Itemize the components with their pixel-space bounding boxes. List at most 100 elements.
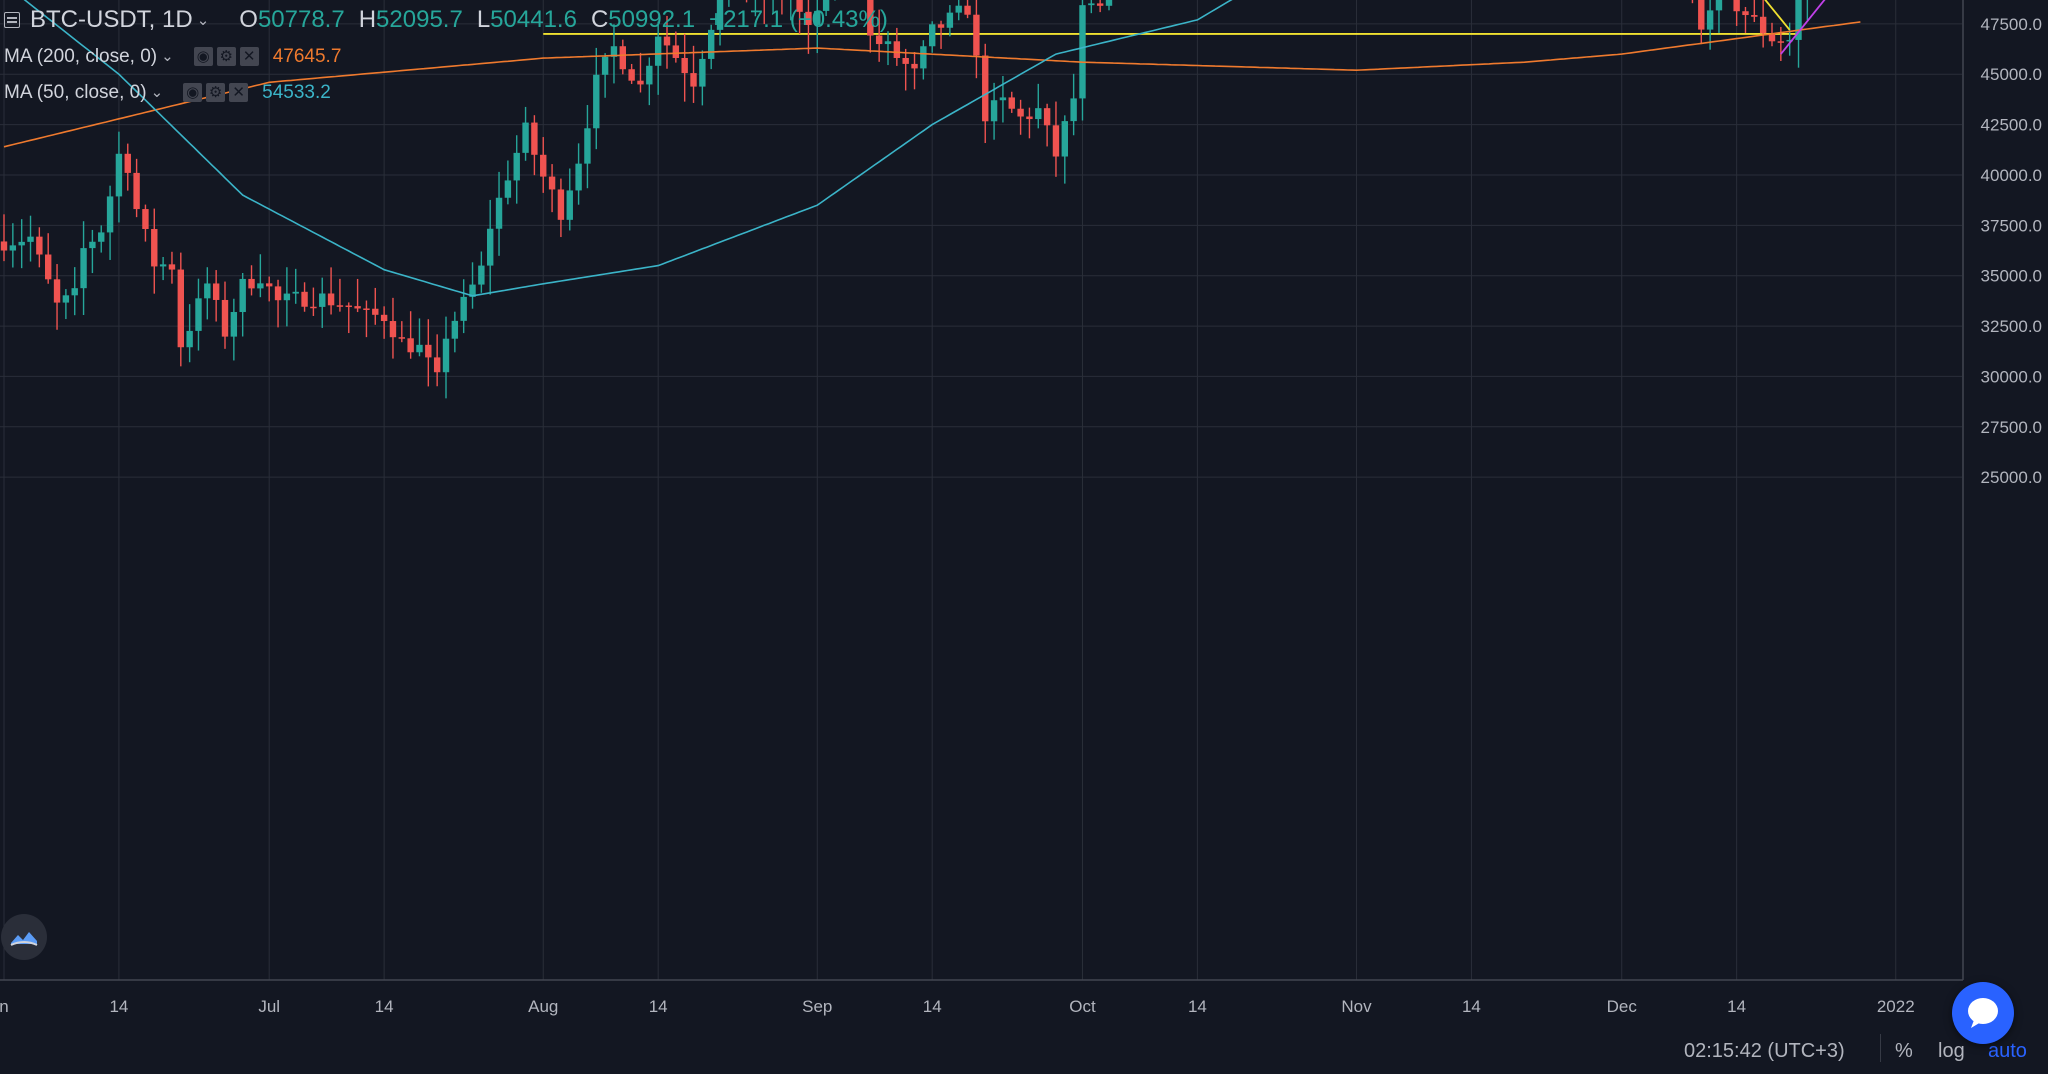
candle-body xyxy=(0,241,8,251)
chevron-down-icon[interactable]: ⌄ xyxy=(196,11,210,29)
time-tick-label: Dec xyxy=(1607,997,1638,1016)
candle-body xyxy=(310,306,317,309)
close-icon[interactable]: ✕ xyxy=(229,83,249,102)
candle-body xyxy=(1035,108,1042,120)
eye-icon[interactable]: ◉ xyxy=(193,47,213,66)
candle-body xyxy=(98,232,105,242)
price-tick-label: 30000.0 xyxy=(1981,367,2042,386)
candle-body xyxy=(380,314,388,322)
candle-body xyxy=(796,0,803,12)
time-tick-label: Oct xyxy=(1069,997,1096,1016)
candle-body xyxy=(195,298,202,331)
price-tick-label: 45000.0 xyxy=(1981,65,2042,84)
time-tick-label: 14 xyxy=(649,997,668,1016)
candle-body xyxy=(716,0,724,30)
candle-body xyxy=(654,36,662,66)
candle-body xyxy=(336,305,344,307)
ma200-label[interactable]: MA (200, close, 0) xyxy=(4,46,158,67)
chevron-down-icon[interactable]: ⌄ xyxy=(161,48,174,65)
candle-body xyxy=(478,265,485,285)
price-tick-label: 40000.0 xyxy=(1981,166,2042,185)
candle-body xyxy=(1698,0,1705,30)
symbol-row: BTC-USDT, 1D ⌄ O 50778.7 H 52095.7 L 504… xyxy=(4,8,888,32)
candle-body xyxy=(442,338,450,373)
gear-icon[interactable]: ⚙ xyxy=(206,83,226,102)
candle-body xyxy=(416,344,423,353)
low-value: 50441.6 xyxy=(490,6,577,33)
auto-scale-button[interactable]: auto xyxy=(1988,1040,2027,1062)
candle-body xyxy=(575,163,582,191)
candle-body xyxy=(124,153,131,173)
candle-body xyxy=(1777,41,1785,43)
candle-body xyxy=(115,153,123,197)
time-tick-label: 14 xyxy=(1188,997,1207,1016)
candle-body xyxy=(955,5,962,13)
candle-body xyxy=(593,74,600,129)
candles-layer xyxy=(0,0,1809,399)
candle-body xyxy=(45,254,52,280)
candle-body xyxy=(531,122,538,155)
tradingview-cloud-icon[interactable] xyxy=(1,914,47,960)
candle-body xyxy=(1070,98,1077,122)
candle-body xyxy=(1052,125,1060,157)
candle-body xyxy=(875,35,883,45)
ma50-value: 54533.2 xyxy=(262,82,331,103)
time-tick-label: 14 xyxy=(1727,997,1746,1016)
price-tick-label: 35000.0 xyxy=(1981,267,2042,286)
candle-body xyxy=(637,80,644,85)
candle-body xyxy=(248,278,255,289)
collapse-legend-icon[interactable] xyxy=(4,12,20,28)
candle-body xyxy=(628,69,635,81)
time-tick-label: 14 xyxy=(1462,997,1481,1016)
toolbar-divider xyxy=(1880,1034,1881,1062)
ma50-label[interactable]: MA (50, close, 0) xyxy=(4,82,147,103)
candle-body xyxy=(433,357,441,373)
percent-scale-button[interactable]: % xyxy=(1895,1040,1913,1062)
candle-body xyxy=(929,24,936,47)
candle-body xyxy=(204,283,211,299)
candle-body xyxy=(540,154,547,177)
candle-body xyxy=(911,63,918,69)
clock-readout[interactable]: 02:15:42 (UTC+3) xyxy=(1684,1040,1845,1062)
chat-bubble-icon[interactable] xyxy=(1952,982,2014,1044)
time-tick-label: 14 xyxy=(109,997,128,1016)
change-value: +217.1 (+0.43%) xyxy=(709,6,888,33)
ma50-line xyxy=(23,0,1233,297)
time-axis[interactable]: n 14 Jul 14 Aug 14 Sep 14 Oct 14 Nov 14 Dec 14 2022 xyxy=(0,979,1963,1016)
candle-body xyxy=(982,55,989,122)
candle-body xyxy=(690,73,697,87)
candle-body xyxy=(89,241,96,249)
candle-body xyxy=(1096,3,1104,6)
candle-body xyxy=(18,241,25,246)
candle-body xyxy=(301,291,308,307)
candle-body xyxy=(1008,97,1015,109)
candle-body xyxy=(548,176,556,190)
symbol-title[interactable]: BTC-USDT, 1D xyxy=(30,6,193,33)
candle-body xyxy=(80,248,87,289)
candle-body xyxy=(893,41,901,58)
price-axis[interactable]: 25000.0 27500.0 30000.0 32500.0 35000.0 37500… xyxy=(1962,0,2044,980)
chevron-down-icon[interactable]: ⌄ xyxy=(150,84,164,101)
high-value: 52095.7 xyxy=(376,6,463,33)
candle-body xyxy=(946,12,954,28)
candle-body xyxy=(902,57,909,64)
grid xyxy=(0,0,1962,980)
candle-body xyxy=(522,122,529,153)
eye-icon[interactable]: ◉ xyxy=(183,83,203,102)
candle-body xyxy=(62,295,70,303)
candle-body xyxy=(177,269,184,348)
gear-icon[interactable]: ⚙ xyxy=(216,47,236,66)
candle-body xyxy=(398,337,405,339)
log-scale-button[interactable]: log xyxy=(1938,1040,1965,1062)
close-icon[interactable]: ✕ xyxy=(239,47,259,66)
candle-body xyxy=(239,278,246,313)
candle-body xyxy=(327,293,335,306)
candle-body xyxy=(884,41,892,45)
candle-body xyxy=(266,283,273,287)
close-label: C xyxy=(590,6,609,33)
candle-body xyxy=(822,0,830,11)
candle-body xyxy=(1026,116,1033,120)
candle-body xyxy=(71,288,78,296)
